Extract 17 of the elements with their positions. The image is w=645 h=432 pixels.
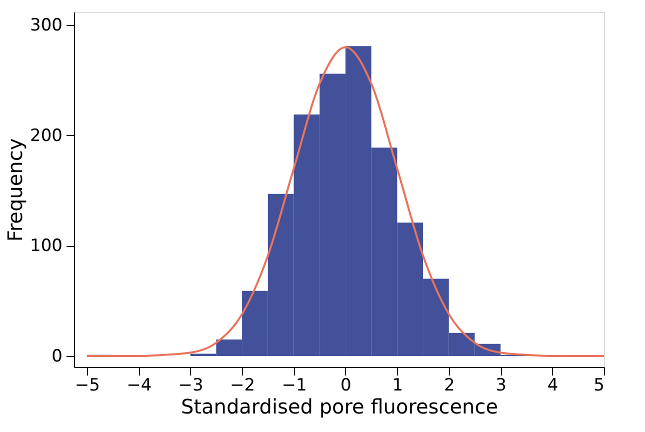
x-tick-label: −3: [178, 376, 204, 396]
x-axis-title: Standardised pore fluorescence: [181, 394, 498, 418]
x-tick-label: −5: [74, 376, 100, 396]
x-tick-label: 0: [340, 376, 352, 396]
x-tick-label: 1: [392, 376, 404, 396]
x-tick-label: 5: [594, 376, 604, 396]
x-tick-label: −1: [282, 376, 307, 396]
y-tick-label: 300: [30, 16, 62, 36]
x-tick-label: −2: [230, 376, 256, 396]
x-tick-label: 3: [496, 376, 506, 396]
y-axis-title: Frequency: [3, 138, 28, 242]
y-tick-label: 200: [30, 126, 62, 146]
y-tick-label: 100: [30, 236, 62, 256]
y-tick-label: 0: [52, 346, 62, 366]
x-tick-label: 2: [444, 376, 455, 396]
x-tick-label: 4: [547, 376, 558, 396]
x-tick-label: −4: [126, 376, 152, 396]
